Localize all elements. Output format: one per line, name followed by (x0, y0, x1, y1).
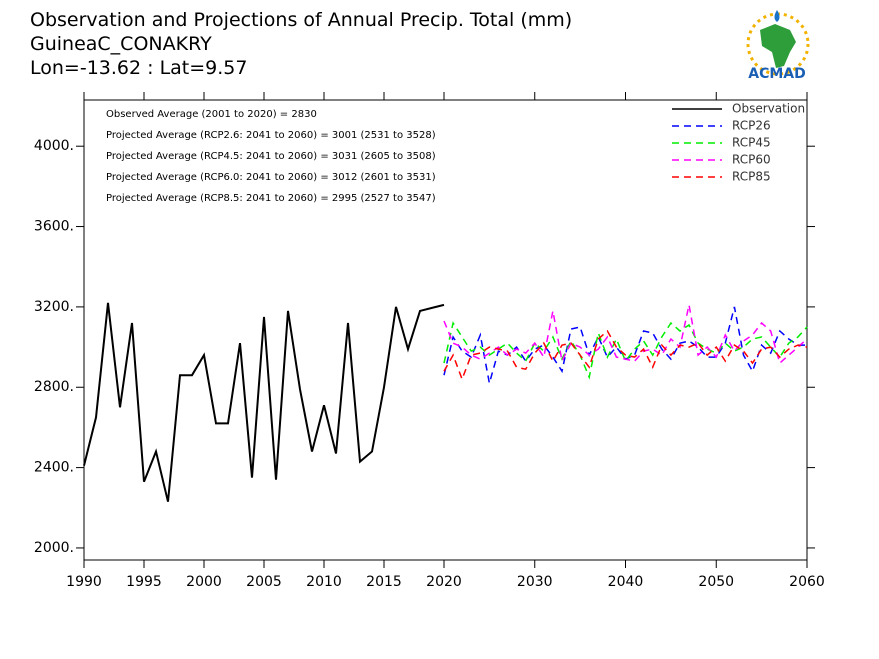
y-tick-label: 2400. (34, 460, 74, 476)
annotation: Projected Average (RCP8.5: 2041 to 2060)… (106, 193, 436, 204)
x-tick-label: 2030 (517, 574, 553, 590)
annotation: Projected Average (RCP2.6: 2041 to 2060)… (106, 130, 436, 141)
legend-label: RCP85 (732, 170, 771, 184)
annotation: Projected Average (RCP4.5: 2041 to 2060)… (106, 151, 436, 162)
series-line (443, 304, 808, 365)
logo-text: ACMAD (748, 66, 806, 82)
x-tick-label: 2050 (698, 574, 734, 590)
legend-label: RCP26 (732, 119, 771, 133)
chart-title: Observation and Projections of Annual Pr… (30, 9, 572, 31)
series-line (443, 321, 808, 380)
legend-label: Observation (732, 102, 805, 116)
series-line (443, 329, 808, 382)
x-tick-label: 2010 (306, 574, 342, 590)
x-tick-label: 1990 (66, 574, 102, 590)
series-line (443, 306, 807, 384)
y-tick-label: 2000. (34, 540, 74, 556)
series-line (83, 302, 445, 502)
chart-subtitle: GuineaC_CONAKRY (30, 33, 212, 55)
x-tick-label: 2060 (789, 574, 825, 590)
plot-frame (83, 99, 808, 561)
y-tick-label: 3600. (34, 219, 74, 235)
x-tick-label: 2015 (366, 574, 402, 590)
logo: ACMAD (746, 10, 810, 82)
x-tick-label: 1995 (126, 574, 162, 590)
x-tick-label: 2020 (426, 574, 462, 590)
location: Lon=-13.62 : Lat=9.57 (30, 57, 247, 79)
y-tick-label: 4000. (34, 138, 74, 154)
legend-label: RCP45 (732, 136, 771, 150)
annotation: Observed Average (2001 to 2020) = 2830 (106, 109, 317, 120)
x-tick-label: 2005 (246, 574, 282, 590)
logo-map (760, 24, 796, 68)
annotation: Projected Average (RCP6.0: 2041 to 2060)… (106, 172, 436, 183)
y-tick-label: 2800. (34, 379, 74, 395)
x-tick-label: 2000 (186, 574, 222, 590)
y-tick-label: 3200. (34, 299, 74, 315)
legend-label: RCP60 (732, 153, 771, 167)
logo-drop (774, 10, 780, 22)
x-tick-label: 2040 (608, 574, 644, 590)
